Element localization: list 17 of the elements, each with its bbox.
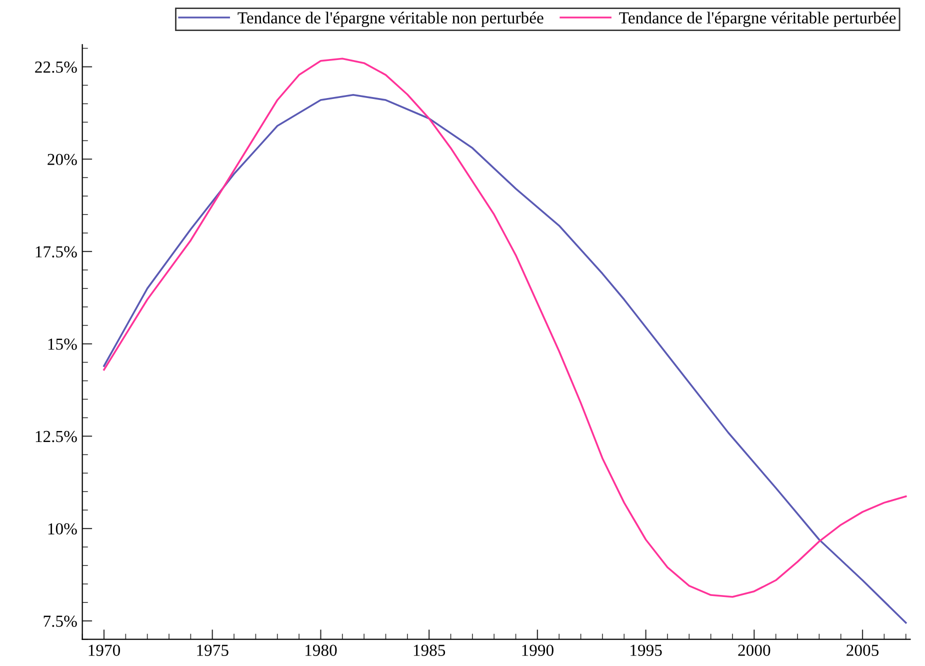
x-tick-label: 1975 <box>197 644 228 656</box>
y-tick-label: 20% <box>48 154 77 166</box>
y-tick-label: 22.5% <box>35 61 77 73</box>
x-tick-label: 1980 <box>306 644 337 656</box>
y-tick-label: 10% <box>48 523 77 535</box>
x-tick-label: 1995 <box>630 644 662 656</box>
y-tick-label: 12.5% <box>36 430 77 442</box>
x-tick-label: 1985 <box>414 644 446 656</box>
legend-label: Tendance de l'épargne véritable non perturbée <box>238 12 544 27</box>
legend-label: Tendance de l'épargne véritable perturbée <box>619 12 896 27</box>
y-tick-label: 7.5% <box>44 616 77 627</box>
x-tick-label: 1970 <box>88 644 120 656</box>
x-tick-label: 2000 <box>738 644 770 656</box>
y-tick-label: 15% <box>48 338 77 350</box>
y-tick-label: 17.5% <box>36 246 77 258</box>
x-tick-label: 2005 <box>846 644 879 656</box>
x-tick-label: 1990 <box>522 644 554 656</box>
